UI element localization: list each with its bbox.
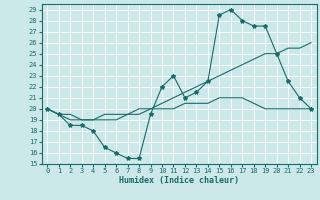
- X-axis label: Humidex (Indice chaleur): Humidex (Indice chaleur): [119, 176, 239, 185]
